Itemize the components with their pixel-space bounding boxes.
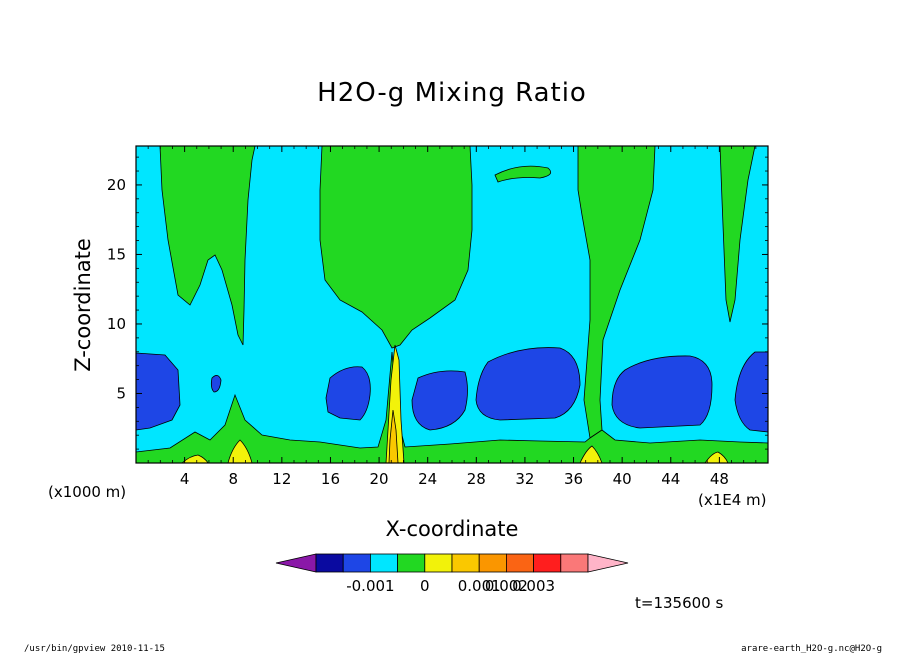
x-tick-label: 24 [418, 470, 437, 488]
y-tick-label: 15 [107, 245, 126, 263]
x-scale-note: (x1E4 m) [698, 491, 767, 509]
colorbar-label: 0.001 [458, 577, 501, 595]
y-axis: 5 10 15 20 [107, 156, 768, 450]
x-tick-label: 44 [661, 470, 680, 488]
colorbar-swatch [369, 553, 398, 573]
x-tick-label: 32 [515, 470, 534, 488]
x-tick-label: 40 [613, 470, 632, 488]
colorbar-label: 0 [420, 577, 430, 595]
y-tick-label: 20 [107, 176, 126, 194]
x-tick-label: 16 [321, 470, 340, 488]
contour-region-yellow [579, 445, 603, 463]
colorbar-swatch [451, 553, 480, 573]
x-axis: 4 8 12 16 20 24 28 32 36 40 44 48 [147, 146, 757, 488]
x-tick-label: 8 [228, 470, 238, 488]
contour-region-orange [388, 409, 399, 463]
plot-area [136, 146, 768, 463]
footer-right: arare-earth_H2O-g.nc@H2O-g [741, 644, 882, 654]
contour-region-yellow [227, 439, 253, 463]
contour-region-yellow [181, 454, 209, 463]
colorbar-low-arrow [275, 553, 317, 573]
x-axis-label: X-coordinate [386, 517, 519, 541]
colorbar-label: 0.002 [485, 577, 528, 595]
footer-left: /usr/bin/gpview 2010-11-15 [24, 644, 165, 654]
colorbar-swatch [533, 553, 562, 573]
x-tick-label: 36 [564, 470, 583, 488]
x-tick-label: 48 [710, 470, 729, 488]
colorbar-swatch [342, 553, 371, 573]
contour-region-blue [325, 366, 371, 421]
y-tick-label: 5 [116, 384, 126, 402]
y-scale-note: (x1000 m) [48, 483, 126, 501]
x-tick-label: 28 [467, 470, 486, 488]
x-tick-label: 12 [272, 470, 291, 488]
colorbar-swatch [560, 553, 589, 573]
chart-title: H2O-g Mixing Ratio [317, 78, 587, 108]
colorbar-label: 0.003 [512, 577, 555, 595]
colorbar-swatch [397, 553, 426, 573]
contour-region-green [719, 146, 756, 323]
time-label: t=135600 s [635, 594, 723, 612]
contour-region-green [319, 146, 473, 349]
colorbar-high-arrow [587, 553, 629, 573]
x-tick-label: 20 [370, 470, 389, 488]
colorbar-swatch [478, 553, 507, 573]
y-axis-label: Z-coordinate [71, 238, 95, 372]
contour-region-green [494, 165, 552, 183]
y-tick-label: 10 [107, 315, 126, 333]
x-tick-label: 4 [180, 470, 190, 488]
contour-region-blue [611, 355, 713, 429]
colorbar-swatch [315, 553, 344, 573]
contour-region-blue [411, 370, 468, 431]
colorbar-swatch [424, 553, 453, 573]
contour-region-blue [475, 347, 581, 421]
contour-region-blue [210, 375, 222, 393]
contour-region-yellow [704, 451, 729, 463]
colorbar-swatch [505, 553, 534, 573]
contour-region-blue [136, 352, 181, 431]
contour-region-blue [734, 351, 768, 433]
colorbar-label: -0.001 [346, 577, 394, 595]
contour-region-green [159, 146, 256, 346]
